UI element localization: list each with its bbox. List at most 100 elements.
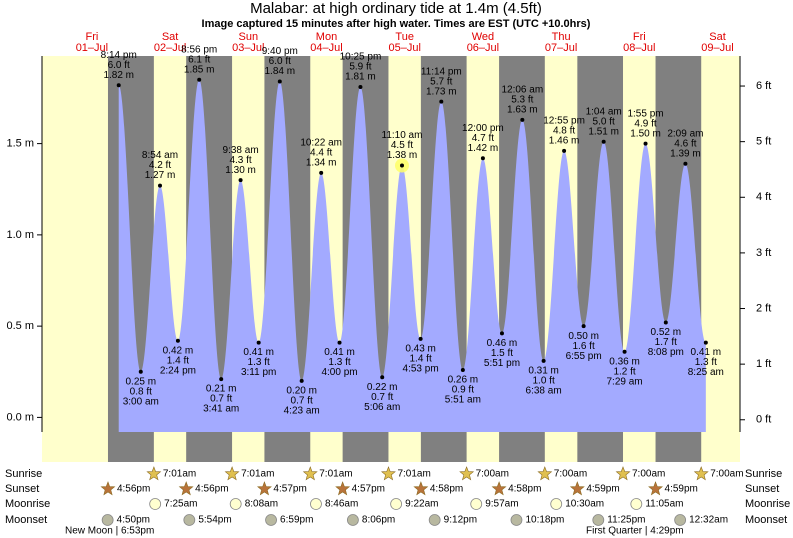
event-time: 7:00am (710, 469, 743, 480)
moon-icon (310, 498, 322, 510)
row-label: Moonrise (5, 498, 50, 510)
event-time: 7:00am (632, 469, 665, 480)
tide-label: 0.8 ft (130, 386, 152, 397)
event-time: 7:01am (241, 469, 274, 480)
tide-label: 1.82 m (103, 70, 134, 81)
event-time: 11:25pm (607, 515, 645, 526)
day-label: Mon (316, 31, 337, 43)
tide-label: 1.84 m (265, 66, 296, 77)
event-time: 8:08am (245, 499, 278, 510)
sun-icon (569, 481, 585, 496)
tide-label: 1.6 ft (573, 341, 595, 352)
moon-icon (149, 498, 162, 510)
tide-label: 0.9 ft (452, 385, 474, 396)
sun-icon (413, 481, 429, 496)
tide-label: 4.3 ft (229, 155, 251, 166)
tide-point (643, 141, 648, 146)
tide-label: 2:24 pm (160, 365, 196, 376)
event-time: 4:58pm (430, 484, 463, 495)
tide-point (138, 369, 143, 374)
tide-label: 4.6 ft (674, 138, 696, 149)
tide-point (197, 77, 202, 82)
tide-label: 1.46 m (549, 136, 580, 147)
event-time: 4:59pm (665, 484, 698, 495)
tide-label: 4:23 am (284, 406, 320, 417)
event-time: 8:46am (325, 499, 358, 510)
tide-label: 0.7 ft (291, 396, 313, 407)
tide-point (541, 358, 546, 363)
day-label: Wed (472, 31, 494, 43)
tide-label: 1:04 am (586, 106, 622, 117)
event-time: 6:59pm (280, 515, 313, 526)
y2-tick-label: 1 ft (756, 358, 771, 370)
moon-icon (390, 498, 403, 510)
tide-label: 1.4 ft (167, 355, 189, 366)
tide-label: 10:22 am (300, 137, 342, 148)
tide-label: 12:00 pm (462, 123, 504, 134)
sun-icon (491, 481, 507, 496)
moon-phase: First Quarter | 4:29pm (586, 526, 684, 537)
sun-icon (693, 466, 709, 481)
tide-point (337, 340, 342, 345)
tide-label: 5.9 ft (349, 62, 371, 73)
tide-label: 0.22 m (367, 382, 398, 393)
date-label: 08–Jul (623, 42, 655, 54)
tide-label: 6:55 pm (566, 351, 602, 362)
tide-label: 1.3 ft (695, 357, 717, 368)
event-time: 10:18pm (525, 515, 564, 526)
tide-label: 8:14 pm (101, 50, 137, 61)
y-tick-label: 0.0 m (6, 411, 34, 423)
tide-label: 5.7 ft (430, 76, 452, 87)
y2-tick-label: 2 ft (756, 302, 771, 314)
tide-label: 11:10 am (382, 130, 423, 141)
day-label: Sat (709, 31, 726, 43)
day-label: Fri (633, 31, 646, 43)
tide-label: 5:06 am (364, 402, 400, 413)
sun-icon (537, 466, 553, 481)
tide-point (520, 117, 525, 122)
tide-label: 9:40 pm (262, 46, 298, 57)
event-time: 4:50pm (117, 515, 150, 526)
tide-area (118, 79, 706, 433)
sun-icon (380, 466, 396, 481)
date-label: 02–Jul (154, 42, 186, 54)
date-label: 01–Jul (76, 42, 108, 54)
event-time: 9:12pm (444, 515, 477, 526)
tide-point (562, 148, 567, 153)
tide-label: 8:56 pm (181, 44, 217, 55)
event-time: 5:54pm (198, 515, 231, 526)
tide-point (358, 85, 363, 90)
tide-label: 1.5 ft (491, 348, 513, 359)
tide-label: 0.21 m (206, 384, 237, 395)
tide-label: 4.9 ft (634, 118, 656, 129)
moon-icon (550, 498, 563, 510)
event-time: 7:00am (476, 469, 509, 480)
tide-label: 0.7 ft (210, 394, 232, 405)
tide-label: 0.41 m (691, 347, 722, 358)
tide-label: 1.34 m (306, 157, 337, 168)
sun-icon (146, 466, 162, 481)
tide-label: 4.7 ft (472, 133, 494, 144)
tide-label: 1.3 ft (328, 357, 350, 368)
tide-label: 8:54 am (142, 150, 178, 161)
tide-label: 4.8 ft (553, 126, 575, 137)
tide-label: 0.20 m (286, 386, 317, 397)
tide-label: 12:06 am (501, 85, 543, 96)
tide-point (157, 183, 162, 188)
tide-point (219, 377, 224, 382)
moon-icon (265, 514, 277, 526)
tide-label: 1.39 m (670, 148, 701, 159)
tide-label: 3:11 pm (241, 367, 276, 378)
day-label: Sat (162, 31, 179, 43)
tide-label: 9:38 am (223, 145, 259, 156)
y2-tick-label: 4 ft (756, 191, 771, 203)
tide-point (480, 156, 485, 161)
tide-label: 4:00 pm (321, 367, 357, 378)
sun-icon (100, 481, 116, 496)
tide-point (399, 163, 404, 168)
tide-label: 11:14 pm (421, 66, 462, 77)
event-time: 7:25am (164, 499, 197, 510)
tide-label: 5.3 ft (511, 95, 533, 106)
event-time: 10:30am (565, 499, 604, 510)
tide-label: 1.4 ft (409, 354, 431, 365)
